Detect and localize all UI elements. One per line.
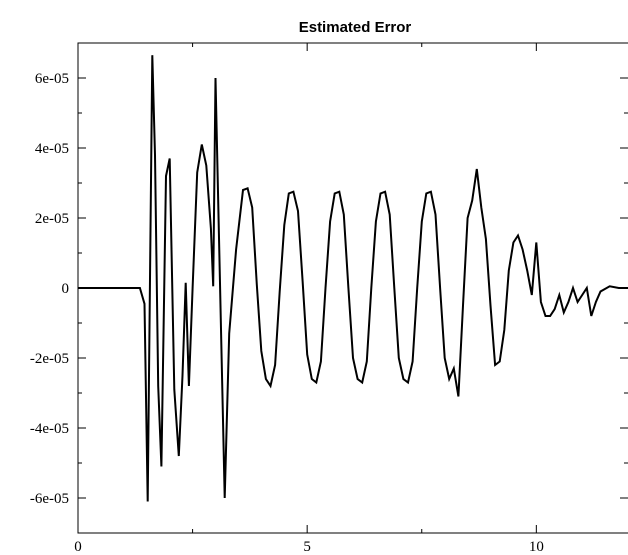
x-tick-label: 10: [529, 539, 544, 555]
series-line: [78, 55, 628, 502]
chart-title: Estimated Error: [299, 19, 412, 36]
y-tick-label: 4e-05: [35, 141, 69, 157]
y-tick-label: 6e-05: [35, 71, 69, 87]
y-tick-label: 2e-05: [35, 211, 69, 227]
series-layer: [78, 55, 628, 502]
x-axis: 0 5 10: [74, 43, 544, 555]
y-tick-label: -6e-05: [30, 491, 69, 507]
y-tick-label: 0: [62, 281, 70, 297]
x-tick-label: 5: [303, 539, 311, 555]
x-tick-label: 0: [74, 539, 82, 555]
y-tick-label: -2e-05: [30, 351, 69, 367]
y-tick-label: -4e-05: [30, 421, 69, 437]
